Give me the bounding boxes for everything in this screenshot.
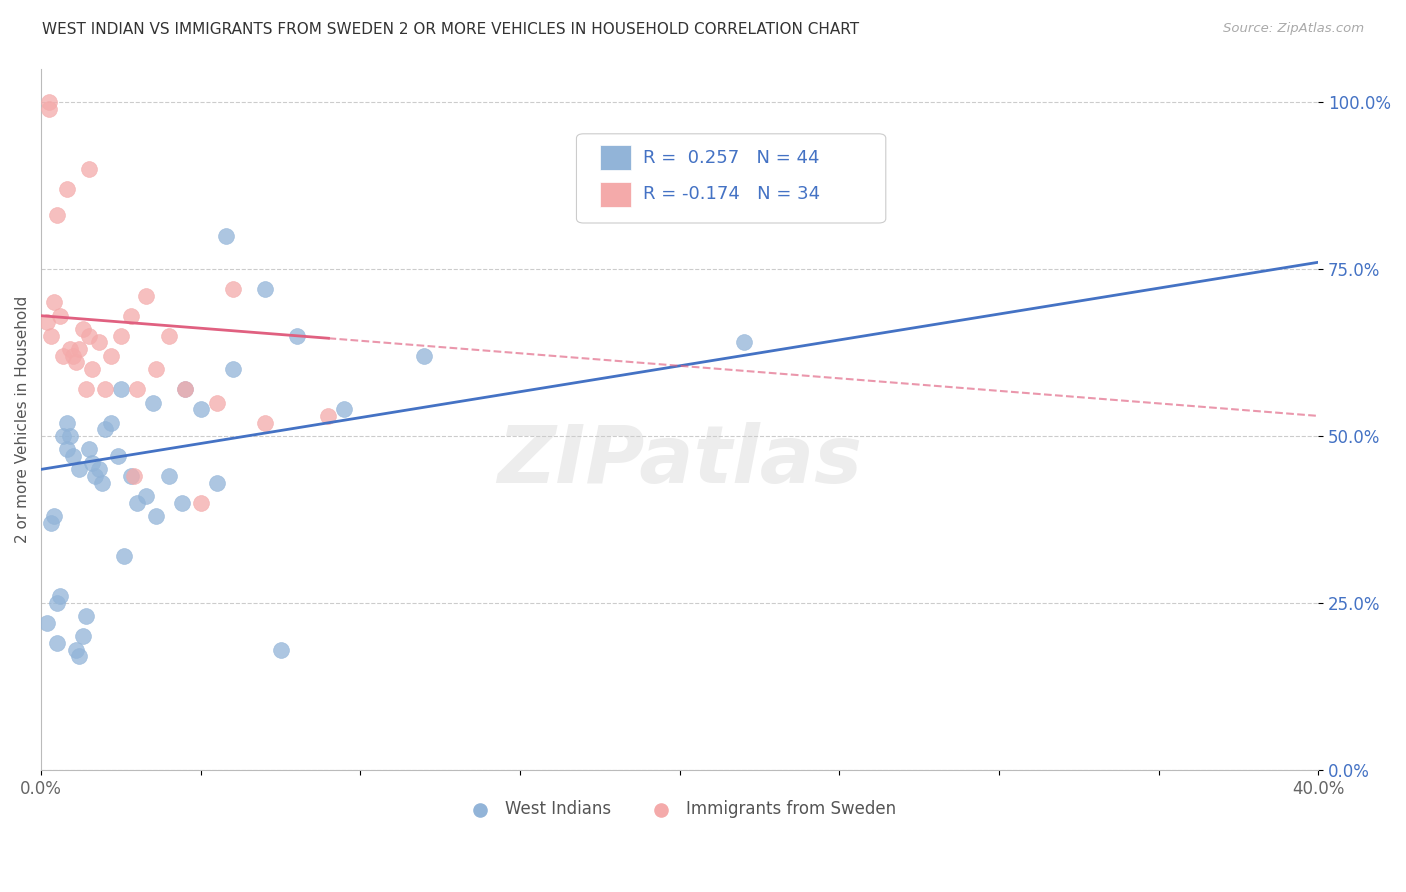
Point: [253, 282, 276, 296]
Point: [37, 615, 59, 630]
Point: [125, 496, 148, 510]
Point: [205, 475, 228, 490]
Point: [55, 416, 77, 430]
Point: [120, 469, 142, 483]
Point: [46, 596, 69, 610]
Point: [110, 382, 132, 396]
Point: [94, 382, 117, 396]
Point: [52, 429, 75, 443]
Text: R = -0.174   N = 34: R = -0.174 N = 34: [643, 186, 820, 203]
Point: [82, 456, 104, 470]
Point: [94, 422, 117, 436]
Point: [77, 161, 100, 176]
Point: [38, 102, 60, 116]
Point: [67, 462, 90, 476]
Y-axis label: 2 or more Vehicles in Household: 2 or more Vehicles in Household: [15, 295, 30, 543]
Point: [205, 395, 228, 409]
Point: [157, 328, 180, 343]
Point: [72, 629, 94, 643]
Point: [112, 549, 135, 564]
Point: [100, 349, 122, 363]
Point: [733, 335, 755, 350]
Point: [333, 402, 356, 417]
Point: [87, 335, 110, 350]
Point: [62, 449, 84, 463]
Point: [37, 315, 59, 329]
Point: [318, 409, 340, 423]
Point: [67, 649, 90, 664]
Point: [55, 182, 77, 196]
Point: [72, 322, 94, 336]
Legend: West Indians, Immigrants from Sweden: West Indians, Immigrants from Sweden: [457, 794, 903, 825]
Text: WEST INDIAN VS IMMIGRANTS FROM SWEDEN 2 OR MORE VEHICLES IN HOUSEHOLD CORRELATIO: WEST INDIAN VS IMMIGRANTS FROM SWEDEN 2 …: [42, 22, 859, 37]
Text: Source: ZipAtlas.com: Source: ZipAtlas.com: [1223, 22, 1364, 36]
Point: [110, 328, 132, 343]
Point: [190, 496, 212, 510]
Point: [59, 342, 82, 356]
Point: [49, 589, 72, 603]
Point: [170, 496, 193, 510]
Point: [52, 349, 75, 363]
Point: [65, 642, 87, 657]
Point: [62, 349, 84, 363]
Point: [145, 362, 167, 376]
Point: [77, 328, 100, 343]
Point: [215, 228, 238, 243]
Point: [145, 509, 167, 524]
Point: [46, 209, 69, 223]
Point: [285, 328, 308, 343]
Point: [77, 442, 100, 457]
Point: [59, 429, 82, 443]
Point: [253, 416, 276, 430]
Point: [90, 475, 112, 490]
Point: [142, 395, 165, 409]
Point: [221, 362, 243, 376]
Point: [173, 382, 195, 396]
Text: ZIPatlas: ZIPatlas: [498, 422, 862, 500]
Point: [221, 282, 243, 296]
Point: [413, 349, 436, 363]
Point: [135, 288, 157, 302]
Point: [49, 309, 72, 323]
Point: [46, 636, 69, 650]
Point: [87, 462, 110, 476]
Point: [39, 328, 62, 343]
Point: [42, 295, 65, 310]
Point: [55, 442, 77, 457]
Point: [173, 382, 195, 396]
Point: [67, 342, 90, 356]
Text: R =  0.257   N = 44: R = 0.257 N = 44: [643, 149, 820, 167]
Point: [82, 362, 104, 376]
Point: [157, 469, 180, 483]
Point: [120, 309, 142, 323]
Point: [125, 382, 148, 396]
Point: [39, 516, 62, 530]
Point: [42, 509, 65, 524]
Point: [107, 449, 129, 463]
Point: [122, 469, 145, 483]
Point: [84, 469, 107, 483]
Point: [270, 642, 292, 657]
Point: [75, 609, 97, 624]
Point: [190, 402, 212, 417]
Point: [135, 489, 157, 503]
Point: [100, 416, 122, 430]
Point: [75, 382, 97, 396]
Point: [38, 95, 60, 109]
Point: [65, 355, 87, 369]
